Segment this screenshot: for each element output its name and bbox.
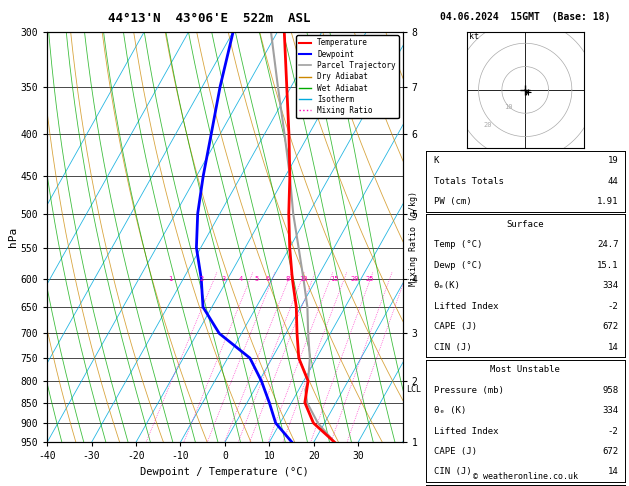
Text: kt: kt xyxy=(469,32,479,41)
Text: CAPE (J): CAPE (J) xyxy=(434,447,477,456)
Text: 19: 19 xyxy=(608,156,619,165)
Text: 14: 14 xyxy=(608,468,619,476)
Text: 15: 15 xyxy=(330,276,339,281)
Text: K: K xyxy=(434,156,439,165)
Text: θₑ (K): θₑ (K) xyxy=(434,406,466,415)
Text: LCL: LCL xyxy=(406,385,421,394)
Text: CAPE (J): CAPE (J) xyxy=(434,322,477,331)
Text: 5: 5 xyxy=(255,276,259,281)
Text: Temp (°C): Temp (°C) xyxy=(434,241,482,249)
Text: -2: -2 xyxy=(608,302,619,311)
Text: Most Unstable: Most Unstable xyxy=(490,365,560,374)
Text: 334: 334 xyxy=(603,406,619,415)
Text: 334: 334 xyxy=(603,281,619,290)
Text: 3: 3 xyxy=(221,276,226,281)
X-axis label: Dewpoint / Temperature (°C): Dewpoint / Temperature (°C) xyxy=(140,467,309,477)
Text: 10: 10 xyxy=(504,104,513,109)
Text: Lifted Index: Lifted Index xyxy=(434,427,498,435)
Text: 04.06.2024  15GMT  (Base: 18): 04.06.2024 15GMT (Base: 18) xyxy=(440,12,610,22)
Text: 1.91: 1.91 xyxy=(597,197,619,206)
Text: Surface: Surface xyxy=(506,220,544,229)
Text: CIN (J): CIN (J) xyxy=(434,468,471,476)
Legend: Temperature, Dewpoint, Parcel Trajectory, Dry Adiabat, Wet Adiabat, Isotherm, Mi: Temperature, Dewpoint, Parcel Trajectory… xyxy=(296,35,399,118)
Text: θₑ(K): θₑ(K) xyxy=(434,281,460,290)
Text: 20: 20 xyxy=(483,122,492,128)
Text: 44: 44 xyxy=(608,177,619,186)
Text: © weatheronline.co.uk: © weatheronline.co.uk xyxy=(473,472,577,481)
Text: 20: 20 xyxy=(350,276,359,281)
Text: 44°13'N  43°06'E  522m  ASL: 44°13'N 43°06'E 522m ASL xyxy=(108,12,310,25)
Text: 672: 672 xyxy=(603,322,619,331)
Text: 24.7: 24.7 xyxy=(597,241,619,249)
Text: 6: 6 xyxy=(265,276,270,281)
Text: 8: 8 xyxy=(286,276,290,281)
Y-axis label: km
ASL: km ASL xyxy=(429,227,445,246)
Text: 958: 958 xyxy=(603,386,619,395)
Text: Dewp (°C): Dewp (°C) xyxy=(434,261,482,270)
Y-axis label: hPa: hPa xyxy=(8,227,18,247)
Text: Mixing Ratio (g/kg): Mixing Ratio (g/kg) xyxy=(409,191,418,286)
Text: PW (cm): PW (cm) xyxy=(434,197,471,206)
Text: -2: -2 xyxy=(608,427,619,435)
Text: 672: 672 xyxy=(603,447,619,456)
Text: 14: 14 xyxy=(608,343,619,351)
Text: 25: 25 xyxy=(366,276,374,281)
Text: 2: 2 xyxy=(199,276,203,281)
Text: Lifted Index: Lifted Index xyxy=(434,302,498,311)
Text: 15.1: 15.1 xyxy=(597,261,619,270)
Text: 10: 10 xyxy=(299,276,308,281)
Text: 4: 4 xyxy=(239,276,243,281)
Text: 1: 1 xyxy=(168,276,172,281)
Text: Pressure (mb): Pressure (mb) xyxy=(434,386,504,395)
Text: CIN (J): CIN (J) xyxy=(434,343,471,351)
Text: Totals Totals: Totals Totals xyxy=(434,177,504,186)
